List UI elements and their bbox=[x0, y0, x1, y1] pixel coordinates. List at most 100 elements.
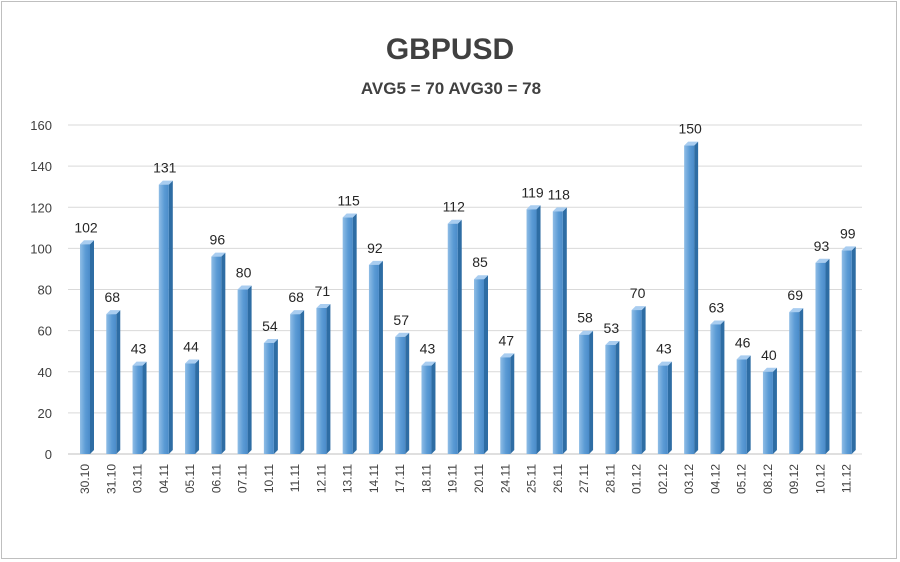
bar-top bbox=[368, 260, 383, 265]
data-label: 70 bbox=[630, 285, 646, 301]
bar-side bbox=[641, 306, 646, 454]
x-tick-label: 25.11 bbox=[525, 464, 539, 493]
bar bbox=[579, 330, 594, 454]
bar-front bbox=[237, 289, 248, 454]
x-tick-label: 05.11 bbox=[183, 464, 197, 493]
bar-top bbox=[605, 341, 620, 346]
data-label: 85 bbox=[472, 254, 488, 270]
bar-front bbox=[316, 308, 327, 454]
x-tick-label: 10.11 bbox=[262, 464, 276, 493]
bar bbox=[605, 341, 620, 454]
bar-side bbox=[352, 213, 357, 454]
bar bbox=[263, 338, 278, 454]
y-tick-label: 80 bbox=[38, 283, 52, 298]
data-label: 119 bbox=[521, 184, 544, 200]
bar-top bbox=[132, 361, 147, 366]
bar-side bbox=[142, 361, 147, 454]
bar bbox=[789, 308, 804, 454]
bar bbox=[474, 275, 488, 454]
bar-front bbox=[815, 262, 826, 454]
x-tick-label: 04.12 bbox=[708, 464, 722, 494]
bar-top bbox=[552, 207, 567, 212]
chart-subtitle: AVG5 = 70 AVG30 = 78 bbox=[361, 79, 541, 98]
bar bbox=[342, 213, 357, 454]
x-tick-label: 19.11 bbox=[446, 464, 460, 493]
bar-front bbox=[605, 345, 616, 454]
bar bbox=[395, 332, 410, 454]
bar-top bbox=[841, 246, 856, 251]
data-label: 115 bbox=[338, 193, 361, 209]
bar bbox=[710, 320, 725, 454]
data-label: 71 bbox=[315, 283, 331, 299]
bar-top bbox=[474, 275, 488, 280]
bar-front bbox=[368, 264, 379, 454]
bar bbox=[841, 246, 856, 454]
bar-front bbox=[185, 363, 196, 454]
bar bbox=[237, 285, 252, 454]
data-label: 99 bbox=[840, 225, 856, 241]
x-tick-label: 10.12 bbox=[813, 464, 827, 494]
x-tick-label: 11.11 bbox=[288, 464, 302, 493]
x-tick-label: 08.12 bbox=[761, 464, 775, 494]
x-tick-label: 02.12 bbox=[656, 464, 670, 494]
bar-front bbox=[158, 184, 169, 454]
bar-front bbox=[631, 310, 642, 454]
bar-side bbox=[431, 361, 436, 454]
data-label: 112 bbox=[443, 199, 466, 215]
x-tick-label: 01.12 bbox=[630, 464, 644, 494]
bar-side bbox=[247, 285, 252, 454]
bar-front bbox=[657, 365, 668, 454]
bar bbox=[211, 252, 226, 454]
bar bbox=[815, 258, 830, 454]
bar-side bbox=[851, 246, 856, 454]
bar-front bbox=[80, 244, 90, 454]
bar bbox=[447, 219, 462, 454]
bar-top bbox=[500, 353, 515, 358]
x-tick-label: 07.11 bbox=[236, 464, 250, 493]
x-tick-label: 31.10 bbox=[104, 464, 118, 494]
data-label: 40 bbox=[761, 347, 777, 363]
bar-top bbox=[316, 304, 331, 309]
data-label: 150 bbox=[678, 121, 702, 137]
x-tick-label: 11.12 bbox=[840, 464, 854, 493]
bar-front bbox=[684, 145, 695, 454]
x-tick-label: 26.11 bbox=[551, 464, 565, 493]
grid-layer bbox=[68, 124, 862, 455]
data-label: 131 bbox=[153, 160, 177, 176]
bar-top bbox=[710, 320, 725, 325]
bar-side bbox=[457, 219, 462, 454]
y-tick-label: 40 bbox=[38, 365, 52, 380]
bar-front bbox=[526, 209, 537, 454]
bar-front bbox=[395, 336, 406, 454]
bar-side bbox=[510, 353, 515, 454]
bar-side bbox=[405, 332, 410, 454]
bar-top bbox=[263, 338, 278, 343]
bar-front bbox=[552, 211, 563, 454]
bar-top bbox=[395, 332, 410, 337]
bar-top bbox=[80, 240, 94, 245]
data-label: 46 bbox=[735, 334, 751, 350]
bar-top bbox=[106, 310, 121, 315]
bar bbox=[736, 355, 751, 454]
data-label: 43 bbox=[131, 341, 147, 357]
bar-top bbox=[290, 310, 305, 315]
bar-side bbox=[615, 341, 620, 454]
bar bbox=[158, 180, 173, 454]
bar-top bbox=[342, 213, 357, 218]
y-tick-label: 140 bbox=[30, 159, 52, 174]
x-tick-label: 03.11 bbox=[131, 464, 145, 493]
bar bbox=[762, 367, 777, 454]
bar-top bbox=[421, 361, 436, 366]
x-tick-label: 28.11 bbox=[603, 464, 617, 493]
x-tick-label: 13.11 bbox=[341, 464, 355, 493]
x-tick-label: 09.12 bbox=[787, 464, 801, 494]
x-tick-label: 20.11 bbox=[472, 464, 486, 493]
data-label: 43 bbox=[656, 341, 672, 357]
y-tick-label: 120 bbox=[30, 200, 52, 215]
data-label: 58 bbox=[577, 310, 593, 326]
data-label: 44 bbox=[183, 339, 199, 355]
bar-top bbox=[762, 367, 777, 372]
data-label: 68 bbox=[104, 289, 120, 305]
bar-front bbox=[789, 312, 800, 454]
